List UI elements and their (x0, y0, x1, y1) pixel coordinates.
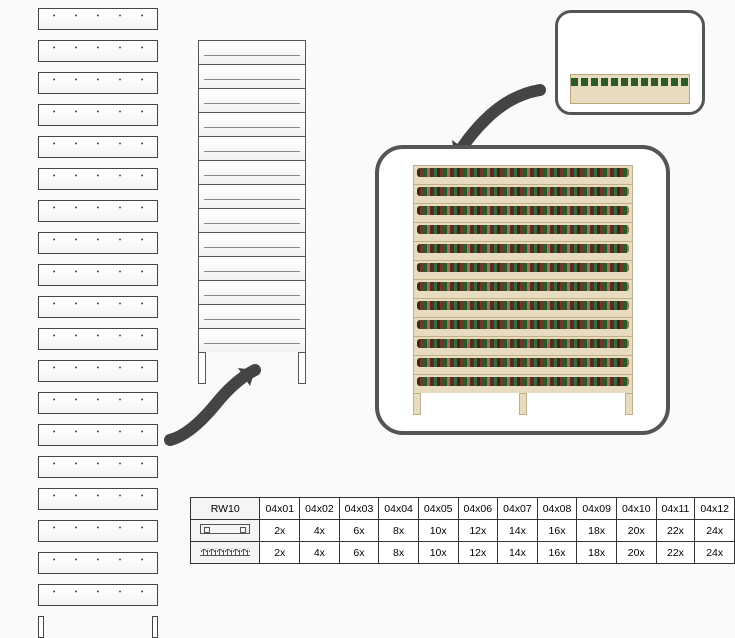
spec-qty-cell: 14x (498, 520, 538, 542)
product-shelf (413, 222, 633, 241)
arrow-assemble-icon (160, 360, 270, 450)
spec-qty-cell: 20x (616, 542, 656, 564)
assembled-shelf (198, 160, 306, 184)
spec-col-header: 04x10 (616, 498, 656, 520)
assembled-shelf (198, 304, 306, 328)
spec-qty-cell: 2x (260, 520, 300, 542)
spec-qty-cell: 12x (458, 542, 498, 564)
part-wavy-icon (200, 548, 250, 556)
spec-qty-cell: 14x (498, 542, 538, 564)
spec-col-header: 04x12 (695, 498, 735, 520)
spec-qty-cell: 12x (458, 520, 498, 542)
product-shelf (413, 184, 633, 203)
assembled-shelf (198, 328, 306, 352)
exploded-shelf (38, 200, 158, 222)
spec-col-header: 04x08 (537, 498, 577, 520)
product-shelf (413, 203, 633, 222)
assembled-shelf (198, 88, 306, 112)
exploded-shelf (38, 40, 158, 62)
assembled-rack-outline (198, 40, 306, 384)
assembled-shelf (198, 64, 306, 88)
spec-col-header: 04x03 (339, 498, 379, 520)
product-shelf (413, 317, 633, 336)
product-shelf (413, 374, 633, 393)
spec-row: 2x4x6x8x10x12x14x16x18x20x22x24x (191, 542, 735, 564)
product-legs (413, 393, 633, 415)
exploded-rack-outline (38, 8, 158, 638)
exploded-shelf (38, 328, 158, 350)
spec-col-header: 04x11 (656, 498, 695, 520)
spec-col-header: 04x04 (379, 498, 419, 520)
assembled-shelf (198, 232, 306, 256)
assembled-shelf (198, 256, 306, 280)
spec-model-cell: RW10 (191, 498, 260, 520)
assembled-shelf (198, 208, 306, 232)
exploded-shelf (38, 360, 158, 382)
spec-row: 2x4x6x8x10x12x14x16x18x20x22x24x (191, 520, 735, 542)
exploded-shelf (38, 584, 158, 606)
spec-qty-cell: 6x (339, 542, 379, 564)
spec-qty-cell: 10x (418, 520, 458, 542)
spec-qty-cell: 8x (379, 520, 419, 542)
spec-qty-cell: 24x (695, 520, 735, 542)
spec-qty-cell: 16x (537, 520, 577, 542)
part-flat-icon (200, 524, 250, 534)
spec-qty-cell: 8x (379, 542, 419, 564)
spec-part-cell (191, 542, 260, 564)
spec-col-header: 04x07 (498, 498, 538, 520)
exploded-shelf (38, 232, 158, 254)
spec-qty-cell: 18x (577, 520, 617, 542)
assembly-diagram (0, 0, 735, 495)
spec-col-header: 04x09 (577, 498, 617, 520)
spec-qty-cell: 2x (260, 542, 300, 564)
exploded-shelf (38, 552, 158, 574)
assembled-shelf (198, 112, 306, 136)
exploded-shelf (38, 520, 158, 542)
spec-qty-cell: 24x (695, 542, 735, 564)
spec-col-header: 04x06 (458, 498, 498, 520)
spec-qty-cell: 4x (300, 520, 340, 542)
spec-part-cell (191, 520, 260, 542)
product-shelf (413, 355, 633, 374)
single-module-rack (570, 74, 690, 104)
spec-qty-cell: 6x (339, 520, 379, 542)
spec-qty-cell: 22x (656, 520, 695, 542)
exploded-shelf (38, 168, 158, 190)
full-product-photo (375, 145, 670, 435)
product-shelf (413, 260, 633, 279)
spec-qty-cell: 16x (537, 542, 577, 564)
spec-qty-cell: 20x (616, 520, 656, 542)
product-shelf (413, 165, 633, 184)
exploded-shelf (38, 72, 158, 94)
assembled-shelf (198, 184, 306, 208)
spec-table: RW10 04x0104x0204x0304x0404x0504x0604x07… (190, 497, 735, 564)
product-shelf (413, 241, 633, 260)
spec-col-header: 04x02 (300, 498, 340, 520)
exploded-legs (38, 616, 158, 638)
exploded-shelf (38, 264, 158, 286)
exploded-shelf (38, 8, 158, 30)
single-module-photo (555, 10, 705, 115)
spec-qty-cell: 18x (577, 542, 617, 564)
assembled-shelf (198, 136, 306, 160)
exploded-shelf (38, 296, 158, 318)
exploded-shelf (38, 456, 158, 478)
full-product-rack (413, 165, 633, 415)
spec-qty-cell: 4x (300, 542, 340, 564)
assembled-shelf (198, 280, 306, 304)
exploded-shelf (38, 392, 158, 414)
assembled-shelf (198, 40, 306, 64)
product-shelf (413, 336, 633, 355)
spec-qty-cell: 22x (656, 542, 695, 564)
spec-col-header: 04x01 (260, 498, 300, 520)
exploded-shelf (38, 104, 158, 126)
spec-qty-cell: 10x (418, 542, 458, 564)
product-shelf (413, 298, 633, 317)
exploded-shelf (38, 136, 158, 158)
exploded-shelf (38, 488, 158, 510)
exploded-shelf (38, 424, 158, 446)
spec-col-header: 04x05 (418, 498, 458, 520)
product-shelf (413, 279, 633, 298)
